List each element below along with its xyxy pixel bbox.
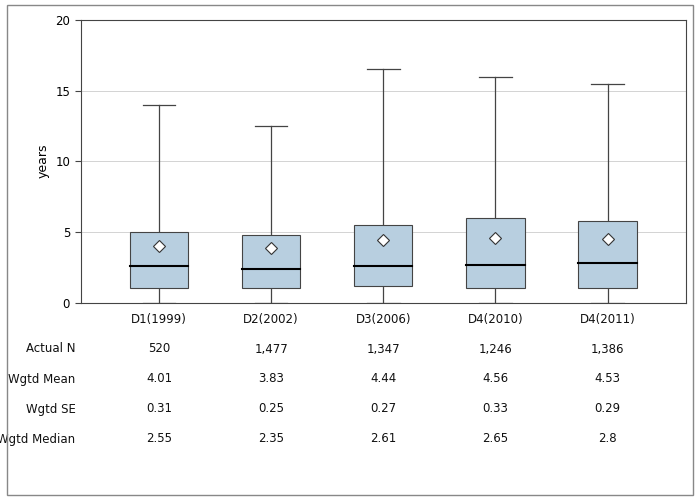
- Text: 2.65: 2.65: [482, 432, 508, 446]
- Text: 4.44: 4.44: [370, 372, 396, 386]
- Text: Wgtd SE: Wgtd SE: [26, 402, 76, 415]
- FancyBboxPatch shape: [578, 220, 637, 288]
- Text: 1,246: 1,246: [479, 342, 512, 355]
- Text: 2.35: 2.35: [258, 432, 284, 446]
- FancyBboxPatch shape: [354, 225, 412, 286]
- FancyBboxPatch shape: [466, 218, 524, 288]
- Text: D1(1999): D1(1999): [131, 312, 187, 326]
- Text: 1,477: 1,477: [254, 342, 288, 355]
- Text: Wgtd Median: Wgtd Median: [0, 432, 76, 446]
- Text: 2.61: 2.61: [370, 432, 396, 446]
- Text: 0.33: 0.33: [482, 402, 508, 415]
- Text: D4(2011): D4(2011): [580, 312, 636, 326]
- Text: 0.25: 0.25: [258, 402, 284, 415]
- Text: 3.83: 3.83: [258, 372, 284, 386]
- Text: Wgtd Mean: Wgtd Mean: [8, 372, 76, 386]
- FancyBboxPatch shape: [130, 232, 188, 288]
- Text: 1,347: 1,347: [366, 342, 400, 355]
- Text: 0.29: 0.29: [594, 402, 621, 415]
- Text: Actual N: Actual N: [26, 342, 76, 355]
- Text: 2.8: 2.8: [598, 432, 617, 446]
- Text: 4.01: 4.01: [146, 372, 172, 386]
- Text: 2.55: 2.55: [146, 432, 172, 446]
- Text: 0.27: 0.27: [370, 402, 396, 415]
- Text: 4.53: 4.53: [594, 372, 620, 386]
- Text: D2(2002): D2(2002): [244, 312, 299, 326]
- Text: 4.56: 4.56: [482, 372, 508, 386]
- Text: D3(2006): D3(2006): [356, 312, 411, 326]
- FancyBboxPatch shape: [242, 234, 300, 288]
- Text: 1,386: 1,386: [591, 342, 624, 355]
- Text: 520: 520: [148, 342, 170, 355]
- Text: 0.31: 0.31: [146, 402, 172, 415]
- Text: D4(2010): D4(2010): [468, 312, 523, 326]
- Y-axis label: years: years: [36, 144, 50, 178]
